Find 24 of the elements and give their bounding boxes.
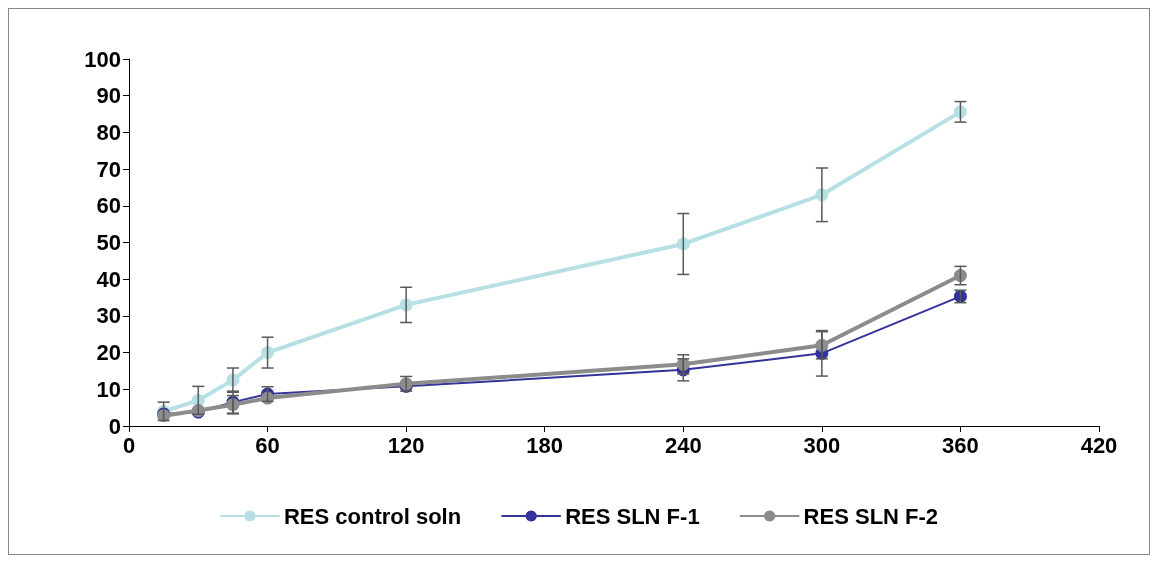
x-tick-label: 360 [942,432,979,458]
x-tick-label: 180 [526,432,564,458]
y-tick-label: 60 [96,193,121,219]
x-tick-label: 420 [1080,432,1118,458]
y-tick-label: 90 [96,83,121,109]
point [953,105,967,119]
y-tick-label: 80 [96,119,121,145]
legend-label: RES control soln [283,503,462,529]
point [953,269,967,283]
point [261,346,275,360]
x-tick-label: 300 [803,432,841,458]
y-tick-label: 20 [96,340,121,366]
y-tick-label: 10 [96,376,121,402]
y-tick-label: 70 [96,156,121,182]
y-tick-label: 40 [96,266,121,292]
y-tick-label: 0 [108,413,121,439]
y-tick-label: 100 [84,46,121,72]
y-tick-label: 30 [96,303,121,329]
x-tick-label: 120 [387,432,425,458]
x-tick-label: 60 [255,432,280,458]
x-tick-label: 240 [664,432,702,458]
legend-label: RES SLN F-2 [803,503,939,529]
y-tick-label: 50 [96,230,121,255]
legend-label: RES SLN F-1 [565,503,700,529]
